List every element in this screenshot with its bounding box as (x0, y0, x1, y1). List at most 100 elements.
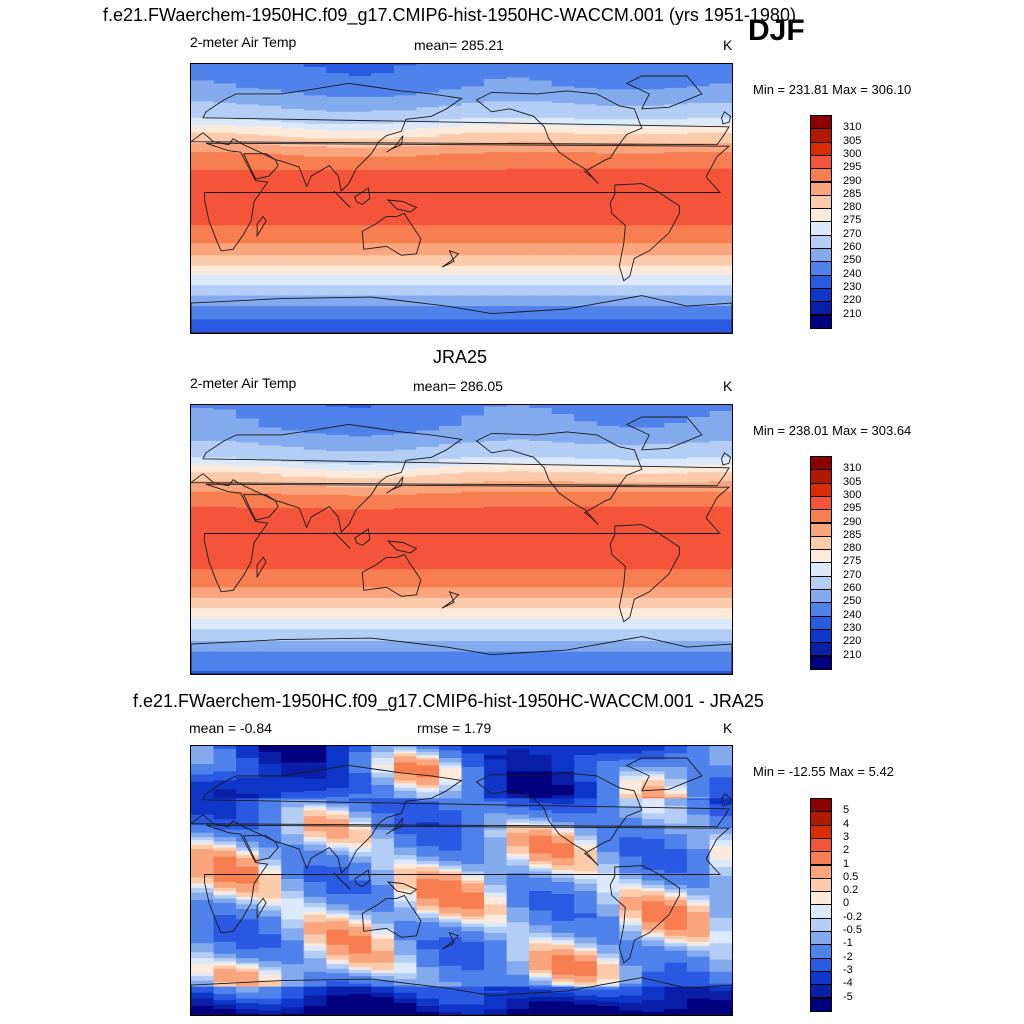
field-cell (303, 425, 327, 429)
field-cell (574, 217, 598, 221)
field-cell (506, 289, 530, 292)
field-cell (213, 234, 237, 237)
field-cell (484, 73, 508, 76)
field-cell (551, 173, 575, 176)
field-cell (461, 439, 485, 442)
field-cell (303, 171, 327, 174)
field-cell (664, 279, 688, 282)
field-cell (506, 147, 530, 150)
field-cell (236, 182, 260, 185)
field-cell (191, 162, 215, 165)
field-cell (191, 256, 215, 260)
field-cell (326, 265, 350, 269)
field-cell (484, 222, 508, 225)
field-cell (416, 234, 440, 237)
field-cell (303, 138, 327, 141)
field-cell (619, 212, 643, 215)
field-cell (439, 89, 463, 92)
field-cell (439, 161, 463, 164)
field-cell (236, 252, 260, 255)
panel2-units-label: K (723, 378, 733, 394)
field-cell (348, 267, 373, 270)
field-cell (281, 203, 305, 206)
field-cell (484, 177, 508, 180)
field-cell (686, 161, 711, 164)
field-cell (484, 105, 508, 109)
field-cell (529, 90, 553, 94)
field-cell (529, 137, 553, 140)
field-cell (506, 298, 530, 301)
field-cell (416, 431, 440, 435)
field-cell (619, 185, 643, 188)
field-cell (416, 95, 440, 98)
field-cell (191, 313, 215, 316)
field-cell (303, 206, 327, 209)
field-cell (551, 228, 575, 231)
field-cell (484, 74, 508, 77)
field-cell (439, 105, 463, 109)
field-cell (506, 276, 530, 279)
field-cell (551, 256, 575, 260)
field-cell (303, 406, 327, 409)
field-cell (213, 271, 237, 274)
field-cell (709, 111, 732, 115)
field-cell (213, 274, 237, 277)
field-cell (574, 241, 598, 245)
field-cell (213, 307, 237, 310)
field-cell (529, 434, 553, 438)
field-cell (303, 321, 327, 324)
field-cell (281, 140, 305, 143)
field-cell (303, 274, 327, 277)
field-cell (596, 138, 621, 141)
field-cell (641, 247, 666, 251)
field-cell (236, 424, 260, 427)
field-cell (664, 207, 688, 210)
field-cell (686, 155, 711, 158)
field-cell (303, 408, 327, 411)
field-cell (348, 201, 373, 204)
field-cell (619, 167, 643, 170)
field-cell (439, 419, 463, 423)
field-cell (506, 185, 530, 188)
field-cell (281, 247, 305, 251)
field-cell (641, 114, 666, 118)
field-cell (236, 300, 260, 303)
field-cell (574, 225, 598, 228)
field-cell (596, 243, 621, 246)
field-cell (484, 198, 508, 201)
field-cell (236, 319, 260, 322)
field-cell (393, 247, 418, 251)
field-cell (281, 406, 305, 409)
field-cell (416, 122, 440, 125)
field-cell (506, 324, 530, 327)
field-cell (506, 249, 530, 252)
field-cell (484, 96, 508, 100)
field-cell (416, 138, 440, 141)
field-cell (371, 434, 395, 438)
field-cell (281, 427, 305, 430)
field-cell (641, 301, 666, 304)
field-cell (393, 156, 418, 159)
field-cell (281, 271, 305, 274)
field-cell (551, 81, 575, 85)
field-cell (709, 406, 732, 409)
field-cell (529, 167, 553, 170)
field-cell (258, 68, 282, 71)
field-cell (574, 256, 598, 260)
field-cell (213, 132, 237, 135)
field-cell (686, 128, 711, 131)
field-cell (506, 256, 530, 260)
field-cell (506, 319, 530, 322)
field-cell (303, 276, 327, 279)
field-cell (596, 427, 621, 430)
field-cell (461, 167, 485, 170)
field-cell (506, 65, 530, 68)
field-cell (348, 214, 373, 218)
field-cell (371, 268, 395, 271)
field-cell (416, 147, 440, 150)
field-cell (303, 255, 327, 258)
field-cell (551, 192, 575, 195)
field-cell (303, 174, 327, 177)
field-cell (281, 159, 305, 162)
field-cell (619, 135, 643, 138)
